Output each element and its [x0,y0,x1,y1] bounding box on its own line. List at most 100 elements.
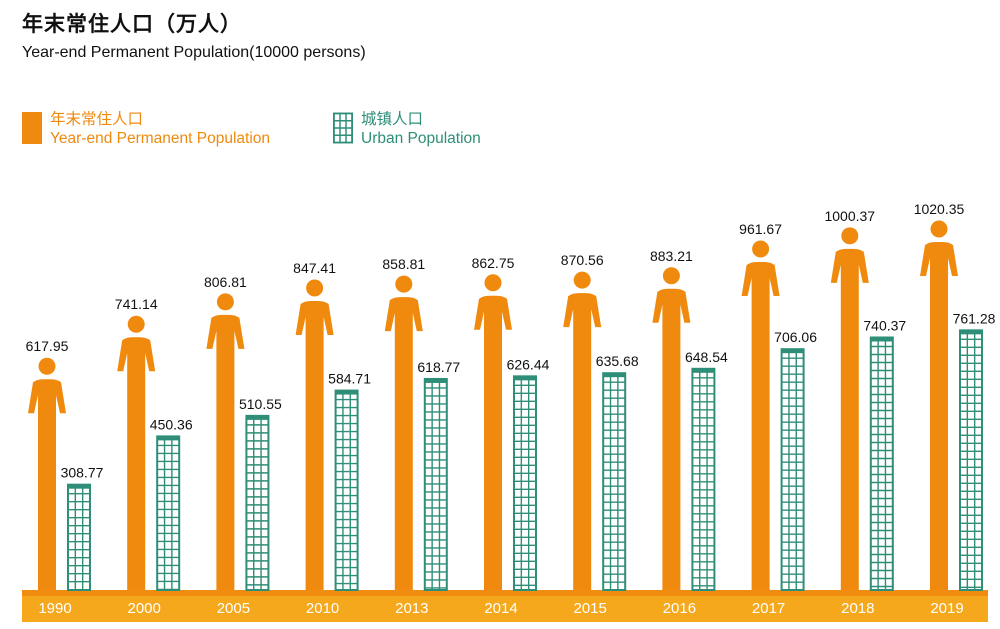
bar-permanent-head [752,240,770,258]
x-tick-label: 2014 [484,600,517,617]
bar-urban-roof [781,349,804,354]
bar-urban-roof [960,330,982,335]
bar-permanent-head [662,267,680,285]
bar-urban-roof [870,337,893,342]
bar-urban-roof [514,376,536,381]
x-tick-label: 2013 [395,600,428,617]
bar-urban-1990 [67,483,91,591]
bar-urban-outline [959,329,983,591]
value-label-permanent: 961.67 [739,221,782,237]
bar-urban-roof [157,436,180,441]
legend-label-urban-en: Urban Population [361,130,481,147]
value-label-permanent: 847.41 [293,260,336,276]
bar-urban-roof [603,373,626,378]
legend-label-permanent-en: Year-end Permanent Population [50,130,271,147]
chart-subtitle: Year-end Permanent Population(10000 pers… [22,44,366,61]
bar-permanent-head [306,279,324,297]
bar-permanent-body [384,297,423,590]
x-tick-label: 2017 [752,600,785,617]
x-tick-label: 2018 [841,600,874,617]
value-label-urban: 635.68 [596,353,639,369]
bar-permanent-2015 [563,271,602,590]
bar-urban-2018 [869,336,894,591]
bar-urban-2015 [602,372,627,592]
bar-permanent-2016 [652,267,691,590]
bar-urban-roof [68,484,90,489]
bar-urban-outline [513,375,537,591]
bar-permanent-1990 [28,357,66,590]
bar-permanent-body [295,300,334,590]
bar-permanent-head [395,275,413,293]
bar-permanent-head [216,293,234,311]
x-tick-label: 2015 [574,600,607,617]
bar-urban-outline [156,435,181,592]
value-label-permanent: 741.14 [115,296,158,312]
x-tick-label: 2016 [663,600,696,617]
bar-urban-2013 [423,377,448,591]
bar-permanent-head [484,274,502,292]
bar-permanent-2000 [117,315,156,590]
bar-permanent-2013 [384,275,423,590]
bar-permanent-body [652,288,691,590]
value-label-permanent: 1020.35 [914,201,965,217]
chart-title: 年末常住人口（万人） [22,12,242,36]
legend-swatch-permanent [22,112,42,144]
value-label-permanent: 1000.37 [824,208,875,224]
value-label-urban: 618.77 [417,359,460,375]
bar-permanent-2010 [295,279,334,590]
value-label-urban: 648.54 [685,349,728,365]
bar-urban-2016 [691,367,716,591]
x-axis-band-top [22,590,988,596]
bar-permanent-head [841,227,859,245]
bar-permanent-head [127,315,145,333]
value-label-urban: 626.44 [507,356,550,372]
bar-permanent-2005 [206,293,245,590]
value-label-urban: 706.06 [774,329,817,345]
bar-urban-2005 [245,414,270,591]
x-tick-label: 2019 [930,600,963,617]
bar-permanent-2017 [741,240,780,590]
bar-permanent-2018 [830,227,869,590]
x-tick-label: 2010 [306,600,339,617]
bar-permanent-body [741,262,780,590]
bar-urban-outline [869,336,894,591]
value-label-permanent: 883.21 [650,248,693,264]
value-label-urban: 308.77 [61,465,104,481]
bar-urban-2000 [156,435,181,592]
bar-permanent-head [38,357,56,375]
x-tick-label: 1990 [38,600,71,617]
value-label-urban: 450.36 [150,416,193,432]
legend-label-urban-zh: 城镇人口 [361,111,424,128]
bar-urban-roof [424,378,447,383]
bar-permanent-2019 [920,220,958,590]
bar-permanent-body [206,314,245,590]
bar-permanent-body [28,379,66,590]
value-label-urban: 510.55 [239,396,282,412]
value-label-permanent: 617.95 [26,338,69,354]
bar-urban-roof [335,390,358,395]
value-label-urban: 584.71 [328,371,371,387]
value-label-urban: 761.28 [953,310,996,326]
value-label-permanent: 806.81 [204,274,247,290]
x-tick-label: 2005 [217,600,250,617]
value-label-permanent: 862.75 [472,255,515,271]
legend-swatch-urban [333,112,353,144]
bar-urban-outline [245,414,270,591]
bar-permanent-head [930,220,948,238]
x-tick-label: 2000 [128,600,161,617]
legend-label-permanent-zh: 年末常住人口 [50,111,144,128]
bar-permanent-2014 [474,274,512,590]
bar-permanent-body [474,295,512,590]
bar-urban-2017 [780,348,805,591]
bar-permanent-body [117,337,156,590]
value-label-permanent: 870.56 [561,252,604,268]
bar-permanent-body [563,293,602,590]
bar-urban-roof [246,415,269,420]
bar-urban-2014 [513,375,537,591]
bar-permanent-body [920,242,958,590]
value-label-permanent: 858.81 [382,256,425,272]
bar-urban-2019 [959,329,983,591]
bar-permanent-head [573,271,591,289]
value-label-urban: 740.37 [863,317,906,333]
